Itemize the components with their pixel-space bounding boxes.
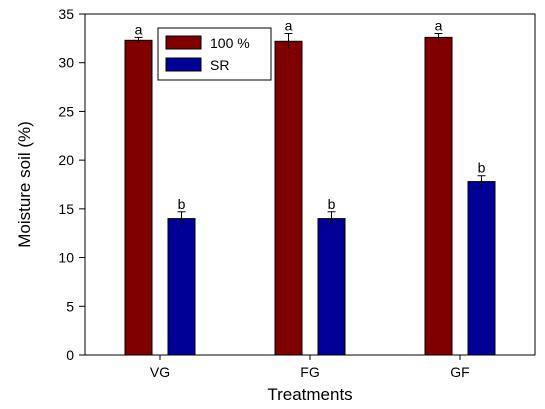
y-tick-label: 35: [58, 6, 74, 22]
bars-group: a b a b a b: [124, 17, 496, 356]
y-tick-label: 0: [66, 347, 74, 363]
bar-sr-gf: [467, 181, 496, 356]
x-tick-label: VG: [150, 364, 170, 380]
y-tick-label: 15: [58, 201, 74, 217]
legend: 100 % SR: [157, 27, 272, 81]
significance-label: a: [135, 21, 143, 37]
significance-label: b: [478, 160, 486, 176]
y-tick-label: 25: [58, 103, 74, 119]
x-axis: VG FG GF: [150, 355, 470, 380]
y-tick-label: 5: [66, 298, 74, 314]
y-tick-label: 10: [58, 250, 74, 266]
bar-sr-vg: [167, 218, 196, 356]
y-axis-title: Moisture soil (%): [15, 121, 34, 248]
bar-100-vg: [124, 39, 153, 356]
legend-swatch: [165, 35, 202, 50]
y-tick-label: 30: [58, 55, 74, 71]
significance-label: a: [435, 17, 443, 33]
legend-label: 100 %: [210, 35, 250, 51]
bar-100-fg: [274, 40, 303, 356]
legend-label: SR: [210, 57, 229, 73]
y-axis: 0 5 10 15 20 25 30 35: [58, 6, 85, 363]
significance-label: a: [285, 17, 293, 33]
x-axis-title: Treatments: [267, 385, 352, 404]
y-tick-label: 20: [58, 152, 74, 168]
bar-sr-fg: [317, 218, 346, 356]
significance-label: b: [328, 196, 336, 212]
bar-100-gf: [424, 36, 453, 356]
x-tick-label: GF: [450, 364, 469, 380]
significance-label: b: [178, 196, 186, 212]
x-tick-label: FG: [300, 364, 319, 380]
legend-swatch: [165, 57, 202, 72]
